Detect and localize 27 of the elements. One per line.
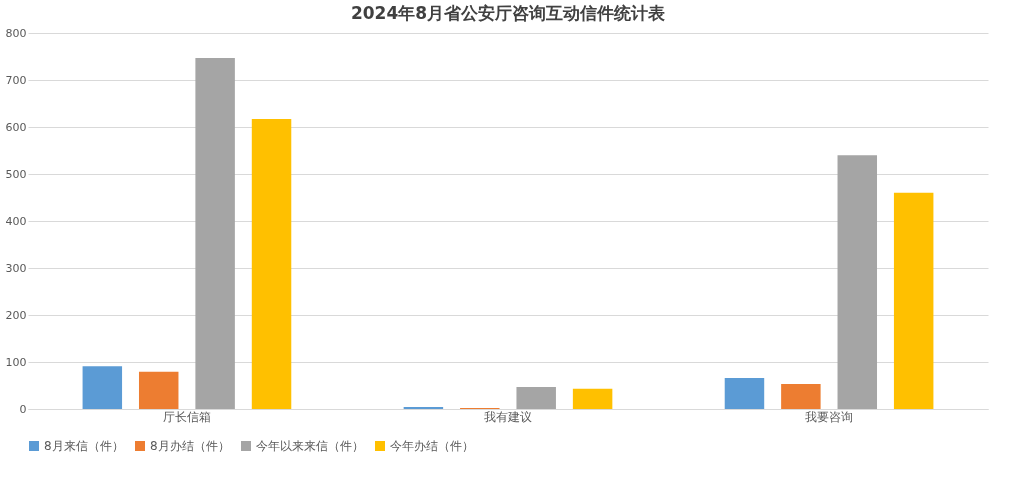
bar — [195, 57, 235, 409]
x-tick-label: 厅长信箱 — [162, 409, 211, 424]
legend-label: 今年办结（件） — [390, 439, 474, 453]
y-tick-label: 100 — [5, 355, 27, 369]
legend-label: 8月来信（件） — [44, 439, 124, 453]
y-tick-label: 500 — [5, 167, 27, 181]
bar — [82, 366, 123, 409]
bar — [251, 119, 292, 409]
bar — [781, 384, 821, 409]
y-tick-label: 0 — [19, 402, 27, 416]
bar — [837, 155, 878, 409]
y-tick-label: 700 — [5, 73, 27, 87]
bar — [572, 388, 613, 409]
bar — [893, 192, 934, 409]
y-tick-label: 400 — [5, 214, 27, 228]
y-tick-label: 300 — [5, 261, 27, 275]
x-tick-label: 我有建议 — [484, 409, 532, 424]
y-tick-label: 600 — [5, 120, 27, 134]
x-tick-label: 我要咨询 — [805, 409, 854, 424]
y-tick-label: 800 — [5, 26, 27, 40]
bar — [724, 377, 765, 409]
chart-title: 2024年8月省公安厅咨询互动信件统计表 — [350, 3, 667, 23]
legend-label: 今年以来来信（件） — [256, 439, 364, 453]
legend-label: 8月办结（件） — [150, 439, 230, 453]
y-tick-label: 200 — [5, 308, 27, 322]
bar — [138, 371, 179, 409]
bar — [516, 386, 556, 409]
